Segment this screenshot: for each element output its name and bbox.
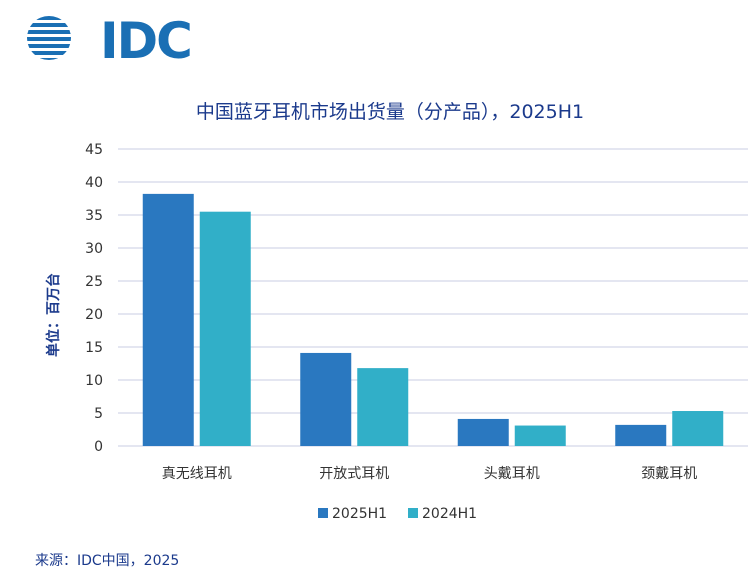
bar-2025H1-1: [300, 352, 352, 446]
legend-swatch-2025H1: [318, 508, 328, 518]
chart-title: 中国蓝牙耳机市场出货量（分产品），2025H1: [196, 101, 584, 123]
legend-label: 2024H1: [422, 506, 477, 522]
idc-logo: IDC: [22, 10, 193, 70]
y-tick-label: 0: [94, 439, 103, 455]
y-tick-label: 15: [85, 340, 103, 356]
bars: [142, 193, 724, 446]
legend: 2025H1 2024H1: [318, 506, 477, 522]
y-axis-label: 单位：百万台: [45, 273, 62, 357]
x-category-label: 开放式耳机: [319, 466, 389, 482]
y-tick-label: 5: [94, 406, 103, 422]
y-tick-label: 40: [85, 175, 103, 191]
globe-icon: [27, 16, 71, 60]
bar-2024H1-1: [357, 368, 409, 446]
bar-2024H1-3: [672, 411, 724, 446]
y-tick-label: 10: [85, 373, 103, 389]
bar-2024H1-0: [199, 211, 251, 446]
legend-swatch-2024H1: [408, 508, 418, 518]
y-tick-label: 20: [85, 307, 103, 323]
source-note: 来源：IDC中国，2025: [35, 553, 180, 569]
y-tick-label: 45: [85, 142, 103, 158]
logo-text: IDC: [100, 12, 193, 70]
y-axis-ticks: 0 5 10 15 20 25 30 35 40 45: [85, 142, 103, 455]
y-tick-label: 25: [85, 274, 103, 290]
bar-2025H1-0: [142, 193, 194, 446]
y-tick-label: 35: [85, 208, 103, 224]
x-category-label: 颈戴耳机: [641, 466, 697, 482]
bar-2025H1-3: [615, 424, 667, 446]
legend-label: 2025H1: [332, 506, 387, 522]
bar-2025H1-2: [457, 418, 509, 446]
bar-2024H1-2: [514, 425, 566, 446]
y-tick-label: 30: [85, 241, 103, 257]
x-category-label: 头戴耳机: [484, 466, 540, 482]
x-axis-categories: 真无线耳机 开放式耳机 头戴耳机 颈戴耳机: [162, 466, 698, 482]
x-category-label: 真无线耳机: [162, 466, 232, 482]
